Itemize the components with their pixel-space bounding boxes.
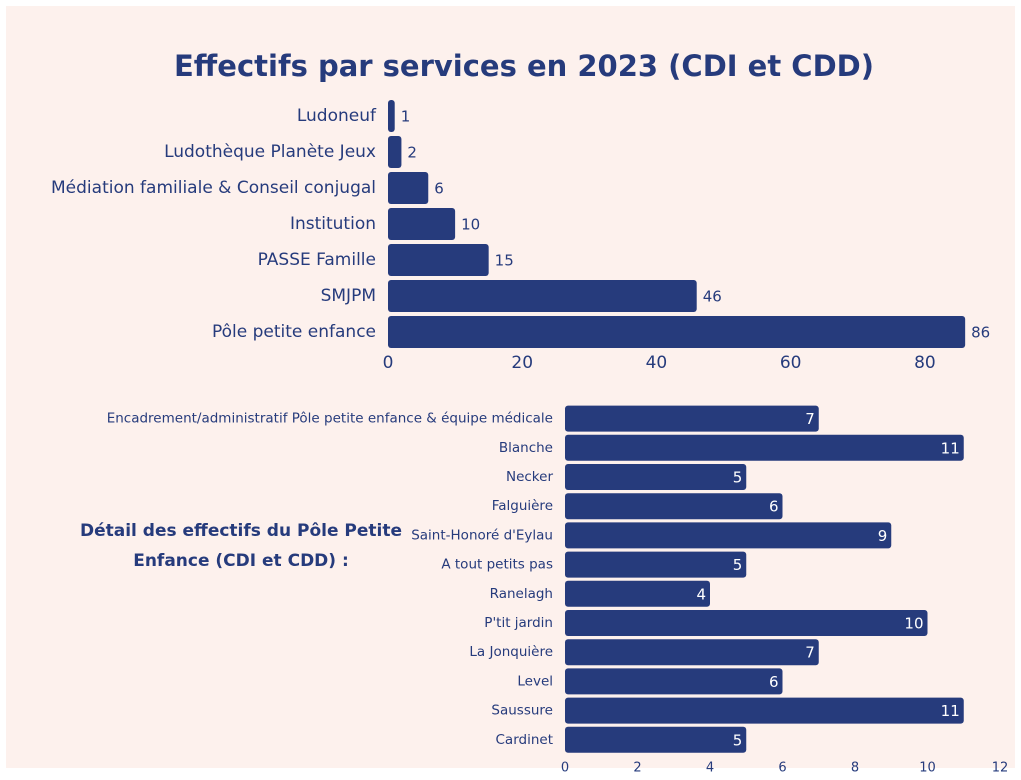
value-label: 5 (733, 556, 743, 574)
value-label: 5 (733, 469, 743, 487)
x-tick-label: 80 (914, 353, 936, 373)
x-tick-label: 20 (511, 353, 533, 373)
value-label: 2 (407, 144, 417, 162)
chart: Effectifs par services en 2023 (CDI et C… (51, 49, 1009, 776)
bar (565, 493, 783, 520)
chart-title: Détail des effectifs du Pôle Petite Enfa… (79, 521, 403, 571)
value-label: 15 (495, 252, 514, 270)
value-label: 1 (401, 108, 411, 126)
value-label: 7 (805, 410, 815, 428)
bar (388, 100, 395, 132)
value-label: 11 (941, 439, 960, 457)
bar (388, 280, 697, 312)
y-tick-label: Cardinet (496, 732, 554, 748)
bar (565, 668, 783, 695)
y-tick-label: Saint-Honoré d'Eylau (411, 527, 553, 543)
y-tick-label: PASSE Famille (258, 250, 376, 270)
bar (388, 136, 402, 168)
bar (565, 610, 928, 636)
value-label: 6 (434, 180, 444, 198)
y-tick-label: Ludoneuf (297, 106, 377, 126)
chart-title: Effectifs par services en 2023 (CDI et C… (174, 49, 874, 83)
x-tick-label: 60 (780, 353, 802, 373)
y-tick-label: La Jonquière (469, 644, 553, 660)
y-tick-label: Blanche (499, 440, 553, 456)
y-tick-label: Institution (290, 214, 376, 234)
x-tick-label: 40 (646, 353, 668, 373)
bar (388, 208, 456, 240)
value-label: 11 (941, 702, 960, 720)
y-tick-label: Ranelagh (490, 586, 553, 602)
x-tick-label: 10 (919, 761, 936, 776)
value-label: 10 (461, 216, 480, 234)
bar (565, 697, 964, 724)
x-tick-label: 2 (633, 761, 641, 776)
subtitle: Détail des effectifs du Pôle Petite Enfa… (56, 516, 426, 576)
y-tick-label: Level (517, 673, 553, 689)
y-tick-label: Ludothèque Planète Jeux (164, 142, 376, 162)
x-tick-label: 12 (992, 761, 1009, 776)
bar (565, 580, 710, 607)
value-label: 6 (769, 673, 779, 691)
y-tick-label: P'tit jardin (484, 615, 553, 631)
y-tick-label: A tout petits pas (441, 557, 553, 573)
bar (565, 522, 892, 549)
bar (565, 434, 964, 461)
value-label: 86 (971, 324, 990, 342)
y-tick-label: Falguière (492, 498, 553, 514)
value-label: 7 (805, 644, 815, 662)
bar (388, 172, 429, 204)
x-tick-label: 8 (851, 761, 859, 776)
value-label: 9 (878, 527, 888, 545)
x-tick-label: 0 (383, 353, 394, 373)
value-label: 46 (703, 288, 722, 306)
bar (565, 405, 819, 432)
x-tick-label: 0 (561, 761, 569, 776)
value-label: 6 (769, 498, 779, 516)
x-tick-label: 4 (706, 761, 714, 776)
value-label: 10 (904, 615, 923, 633)
y-tick-label: Necker (506, 469, 553, 485)
bar (565, 551, 747, 578)
value-label: 4 (696, 585, 706, 603)
y-tick-label: Pôle petite enfance (212, 322, 376, 342)
bar (388, 316, 966, 348)
y-tick-label: Médiation familiale & Conseil conjugal (51, 178, 376, 198)
y-tick-label: SMJPM (321, 286, 376, 306)
y-tick-label: Saussure (491, 703, 553, 719)
bar (388, 244, 489, 276)
bar (565, 726, 747, 753)
x-tick-label: 6 (778, 761, 786, 776)
y-tick-label: Encadrement/administratif Pôle petite en… (107, 411, 553, 427)
bar (565, 464, 747, 490)
page: Effectifs par services en 2023 (CDI et C… (6, 6, 1015, 776)
value-label: 5 (733, 731, 743, 749)
bar (565, 639, 819, 666)
